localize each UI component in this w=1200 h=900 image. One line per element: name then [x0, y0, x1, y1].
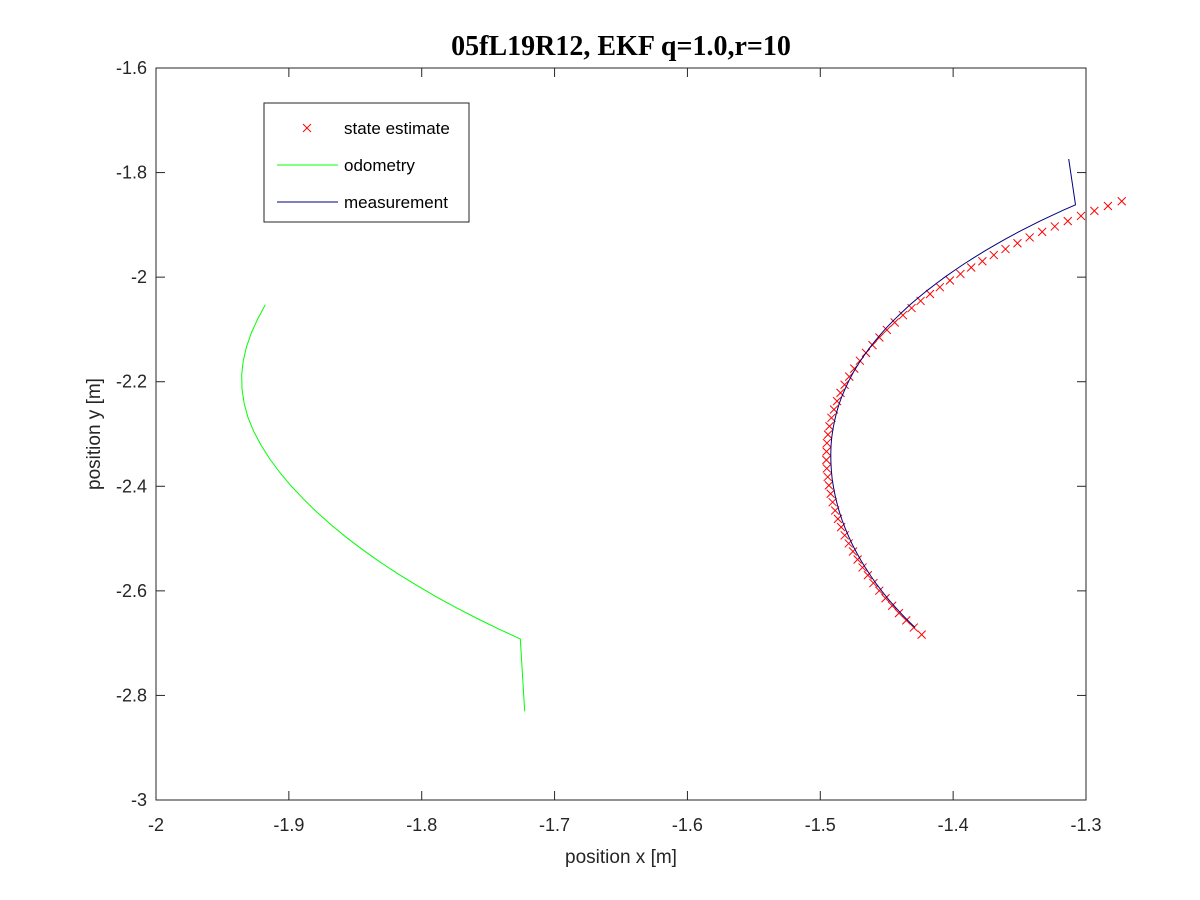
data-point-marker: [894, 608, 904, 618]
series-measurement: [830, 158, 1077, 628]
y-axis-label: position y [m]: [84, 378, 105, 490]
y-tick-label: -2: [131, 267, 147, 287]
data-point-marker: [848, 547, 858, 556]
x-tick-label: -1.8: [406, 815, 437, 835]
data-point-marker: [822, 438, 832, 448]
data-point-marker: [1037, 227, 1047, 237]
y-tick-label: -2.4: [116, 476, 147, 496]
data-point-marker: [989, 250, 999, 260]
y-tick-label: -3: [131, 790, 147, 810]
legend-label-measurement: measurement: [344, 193, 448, 212]
data-point-marker: [823, 472, 833, 482]
data-point-marker: [978, 256, 987, 266]
data-point-marker: [836, 388, 845, 398]
data-point-marker: [917, 630, 927, 639]
data-point-marker: [844, 372, 854, 381]
y-tick-label: -2.6: [116, 581, 147, 601]
data-point-marker: [1103, 201, 1113, 211]
data-point-marker: [824, 480, 834, 490]
x-tick-label: -1.4: [938, 815, 969, 835]
y-tick-label: -2.2: [116, 372, 147, 392]
legend-marker-x: [302, 123, 312, 133]
data-point-marker: [887, 601, 897, 611]
data-point-marker: [890, 318, 900, 327]
data-point-marker: [875, 333, 884, 342]
chart-title: 05fL19R12, EKF q=1.0,r=10: [451, 31, 791, 62]
x-tick-label: -2: [148, 815, 164, 835]
series-line-measurement: [830, 158, 1077, 628]
data-point-marker: [1063, 216, 1073, 226]
data-point-marker: [844, 539, 854, 548]
data-point-marker: [853, 555, 862, 564]
series-layer: [241, 158, 1127, 712]
data-point-marker: [858, 563, 867, 572]
data-point-marker: [1050, 222, 1060, 231]
data-point-marker: [827, 413, 836, 423]
y-tick-label: -2.8: [116, 685, 147, 705]
data-point-marker: [882, 325, 892, 335]
data-point-marker: [840, 380, 849, 390]
x-axis: -2 -1.9 -1.8 -1.7 -1.6 -1.5 -1.4 -1.3: [148, 68, 1102, 835]
series-line-odometry: [241, 304, 526, 712]
legend-entry-measurement: measurement: [277, 193, 448, 212]
data-point-marker: [901, 616, 911, 625]
data-point-marker: [1117, 196, 1127, 206]
x-tick-label: -1.7: [539, 815, 570, 835]
data-point-marker: [822, 447, 831, 456]
legend-label-state-estimate: state estimate: [344, 119, 450, 138]
data-point-marker: [945, 276, 955, 285]
legend-entry-state-estimate: state estimate: [302, 119, 450, 138]
x-tick-label: -1.5: [805, 815, 836, 835]
series-odometry: [241, 304, 526, 712]
series-state-estimate: [822, 196, 1127, 639]
x-tick-label: -1.3: [1070, 815, 1101, 835]
data-point-marker: [1076, 211, 1086, 221]
legend: state estimate odometry measurement: [263, 102, 470, 223]
y-tick-label: -1.8: [116, 163, 147, 183]
data-point-marker: [1025, 233, 1035, 242]
y-axis: -1.6 -1.8 -2 -2.2 -2.4 -2.6 -2.8 -3: [116, 58, 1086, 810]
data-point-marker: [909, 623, 919, 632]
data-point-marker: [823, 430, 833, 439]
data-point-marker: [869, 578, 878, 588]
data-point-marker: [825, 421, 834, 431]
data-point-marker: [935, 282, 945, 292]
data-point-marker: [966, 263, 976, 272]
data-point-marker: [874, 586, 884, 596]
x-tick-label: -1.6: [672, 815, 703, 835]
data-point-marker: [822, 455, 831, 465]
data-point-marker: [828, 497, 837, 507]
data-point-marker: [826, 489, 836, 499]
data-point-marker: [1090, 206, 1099, 216]
data-point-marker: [1001, 244, 1010, 254]
data-point-marker: [822, 464, 832, 473]
x-tick-label: -1.9: [273, 815, 304, 835]
legend-entry-odometry: odometry: [277, 156, 415, 175]
data-point-marker: [925, 289, 935, 299]
data-point-marker: [1013, 238, 1022, 248]
data-point-marker: [898, 310, 908, 320]
y-tick-label: -1.6: [116, 58, 147, 78]
data-point-marker: [881, 593, 890, 603]
data-point-marker: [956, 269, 965, 279]
legend-label-odometry: odometry: [344, 156, 415, 175]
data-point-marker: [863, 570, 873, 580]
x-axis-label: position x [m]: [565, 847, 677, 868]
